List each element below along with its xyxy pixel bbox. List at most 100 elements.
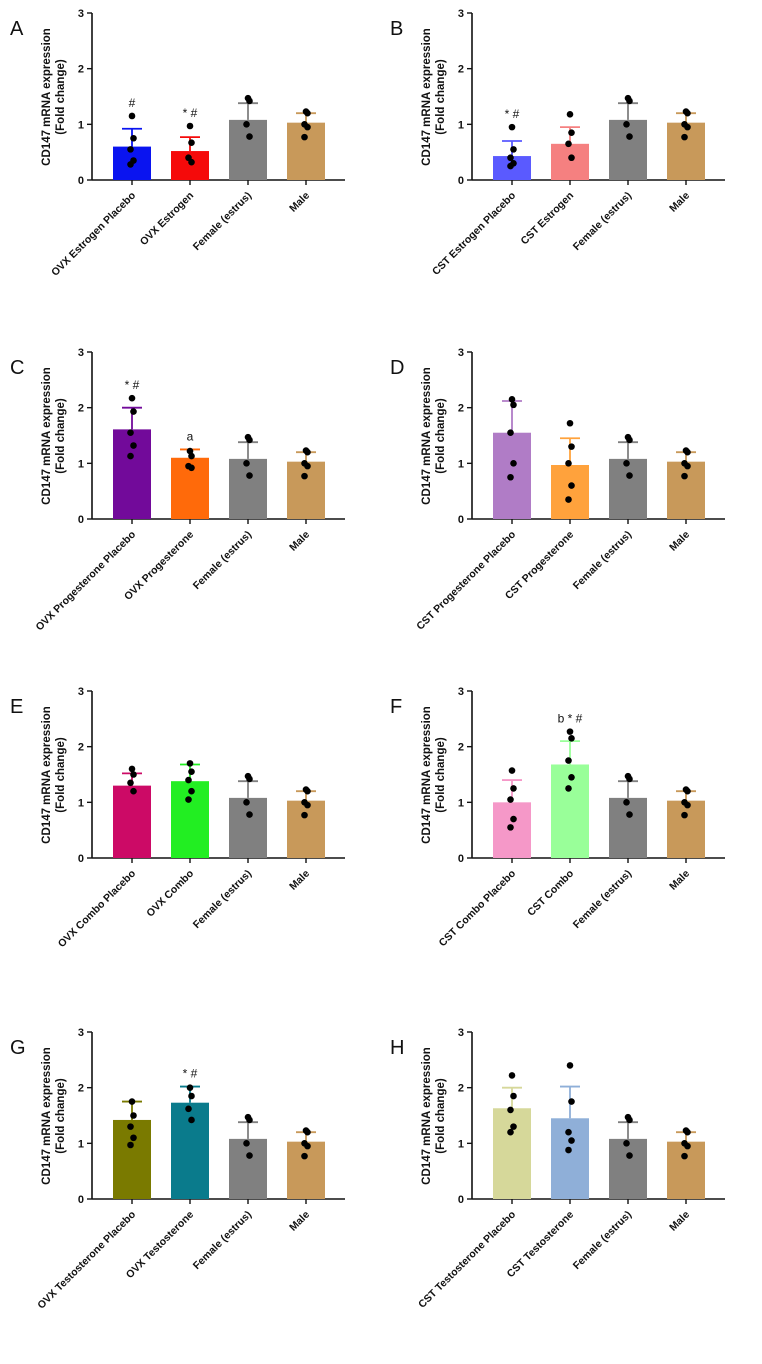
data-point — [508, 396, 516, 403]
panel-a: A CD147 mRNA expression (Fold change) 0 1 2 3 O… — [0, 0, 381, 340]
x-tick-label: Female (estrus) — [191, 190, 254, 253]
data-point — [301, 811, 308, 819]
data-point — [130, 771, 137, 778]
y-tick-label: 3 — [458, 8, 464, 20]
bar — [609, 1138, 647, 1199]
panel-label: G — [10, 1037, 26, 1059]
data-point — [301, 133, 308, 141]
significance-annotation: * # — [505, 107, 520, 121]
data-point — [243, 121, 250, 128]
x-tick-label: CST Progesterone Placebo — [414, 529, 518, 633]
y-tick-label: 1 — [458, 119, 464, 131]
data-point — [565, 757, 572, 764]
data-point — [508, 767, 516, 774]
y-axis-title-line2: (Fold change) — [55, 59, 67, 135]
x-tick-label: Female (estrus) — [571, 190, 634, 253]
x-tick-label: Female (estrus) — [571, 868, 634, 931]
data-point — [510, 785, 517, 792]
y-axis-title: CD147 mRNA expression (Fold change) — [41, 706, 67, 844]
data-point — [684, 448, 691, 456]
x-tick-label: OVX Combo Placebo — [56, 868, 138, 950]
data-point — [681, 811, 688, 819]
x-tick-label: CST Estrogen Placebo — [430, 190, 518, 278]
y-axis-title-line1: CD147 mRNA expression — [41, 367, 53, 505]
data-point — [304, 787, 311, 795]
x-tick-label: Female (estrus) — [571, 529, 634, 592]
data-point — [186, 1084, 194, 1091]
x-tick-label: Female (estrus) — [571, 1209, 634, 1272]
bar — [229, 1138, 267, 1199]
panel-h: H CD147 mRNA expression (Fold change) 0 1 2 3 C… — [380, 1019, 761, 1359]
data-point — [246, 775, 253, 783]
data-point — [304, 448, 311, 456]
data-point — [566, 728, 574, 735]
y-axis-title-line2: (Fold change) — [435, 59, 447, 135]
data-point — [128, 765, 136, 773]
y-tick-label: 1 — [78, 1138, 84, 1150]
panel-label: B — [390, 18, 403, 40]
data-point — [510, 460, 517, 467]
y-axis-title: CD147 mRNA expression (Fold change) — [41, 28, 67, 166]
data-point — [565, 460, 572, 467]
panel-f: F CD147 mRNA expression (Fold change) 0 1 2 3 C… — [380, 678, 761, 1018]
data-point — [186, 447, 194, 455]
data-point — [130, 1134, 137, 1142]
data-point — [304, 109, 311, 117]
data-point — [623, 799, 630, 806]
data-point — [565, 140, 572, 148]
y-tick-label: 2 — [458, 64, 464, 76]
y-axis-title-line2: (Fold change) — [55, 737, 67, 813]
y-tick-label: 2 — [78, 403, 84, 415]
panel-label: C — [10, 357, 24, 379]
panel-label: A — [10, 18, 24, 40]
data-point — [510, 1092, 517, 1100]
data-point — [128, 1098, 136, 1105]
data-point — [508, 1072, 516, 1079]
x-tick-label: Male — [667, 1209, 692, 1234]
y-axis-title-line2: (Fold change) — [55, 398, 67, 474]
data-point — [568, 482, 575, 489]
y-axis-title-line1: CD147 mRNA expression — [421, 28, 433, 166]
panel-label: E — [10, 696, 23, 718]
y-tick-label: 0 — [78, 175, 84, 187]
panel-c: C CD147 mRNA expression (Fold change) 0 1 2 3 O… — [0, 339, 381, 679]
data-point — [565, 1146, 572, 1154]
significance-annotation: b * # — [558, 712, 583, 726]
bar — [551, 143, 589, 180]
data-point — [568, 1137, 575, 1144]
data-point — [246, 436, 253, 444]
y-axis-title-line1: CD147 mRNA expression — [41, 1047, 53, 1185]
data-point — [684, 801, 691, 809]
data-point — [626, 97, 633, 105]
significance-annotation: a — [187, 429, 194, 443]
y-tick-label: 1 — [78, 797, 84, 809]
panel-e: E CD147 mRNA expression (Fold change) 0 1 2 3 O… — [0, 678, 381, 1018]
x-tick-label: OVX Estrogen — [138, 190, 196, 248]
data-point — [681, 1152, 688, 1160]
bar — [667, 800, 705, 858]
panel-d: D CD147 mRNA expression (Fold change) 0 1 2 3 C… — [380, 339, 761, 679]
data-point — [623, 1140, 630, 1147]
data-point — [130, 134, 137, 142]
data-point — [304, 462, 311, 470]
bar — [609, 797, 647, 858]
bar — [287, 461, 325, 519]
data-point — [246, 1152, 253, 1159]
data-point — [507, 154, 514, 162]
data-point — [186, 760, 194, 767]
y-tick-label: 3 — [458, 686, 464, 698]
y-tick-label: 0 — [458, 1194, 464, 1206]
data-point — [188, 768, 195, 776]
y-tick-label: 0 — [458, 175, 464, 187]
x-tick-label: CST Testosterone Placebo — [416, 1209, 518, 1311]
data-point — [681, 472, 688, 480]
y-axis-title: CD147 mRNA expression (Fold change) — [421, 706, 447, 844]
x-tick-label: OVX Testosterone Placebo — [35, 1209, 138, 1312]
bar — [609, 458, 647, 519]
data-point — [684, 109, 691, 117]
data-point — [243, 799, 250, 806]
data-point — [130, 787, 137, 795]
data-point — [623, 121, 630, 128]
y-tick-label: 0 — [78, 853, 84, 865]
x-tick-label: CST Combo — [525, 868, 576, 919]
